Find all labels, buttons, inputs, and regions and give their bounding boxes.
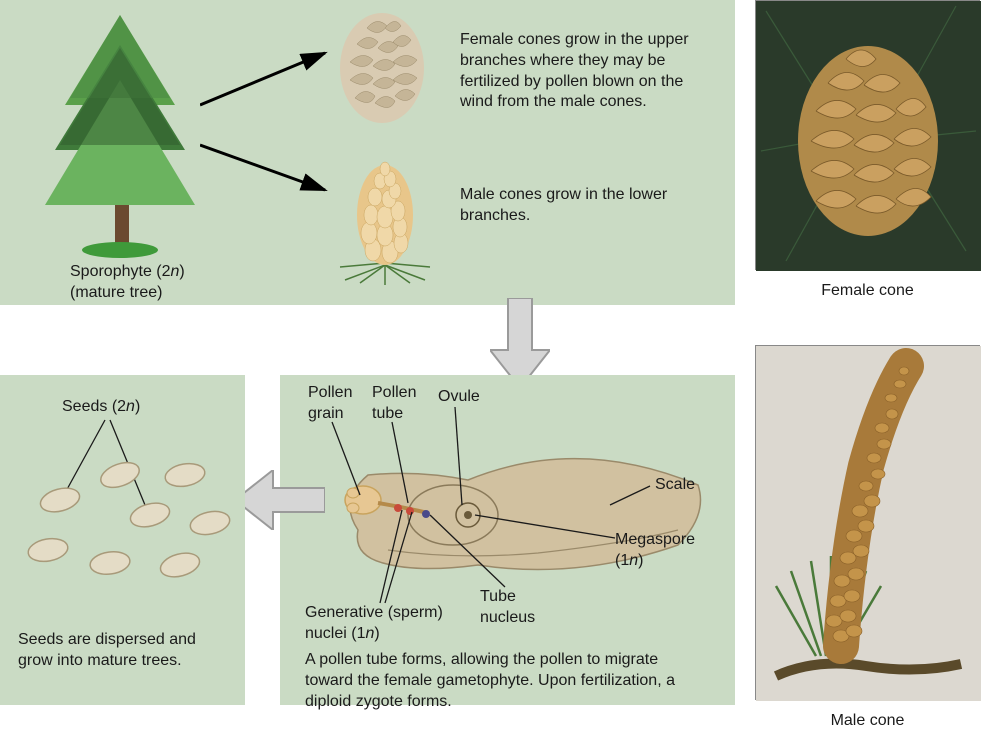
left-arrow-icon bbox=[235, 470, 325, 530]
male-cone-caption: Male cone bbox=[755, 712, 980, 730]
female-cone-caption: Female cone bbox=[755, 282, 980, 300]
panel-scale-caption: A pollen tube forms, allowing the pollen… bbox=[305, 650, 705, 712]
male-cone-icon bbox=[335, 155, 435, 285]
scale-leader-lines-icon bbox=[280, 375, 735, 655]
female-cone-text: Female cones grow in the upper branches … bbox=[460, 30, 710, 113]
pine-tree-icon bbox=[25, 10, 215, 260]
male-cone-photo bbox=[755, 345, 980, 700]
panel-seeds: Seeds (2n) Seeds are dispersed and grow … bbox=[0, 375, 245, 705]
female-cone-icon bbox=[335, 8, 430, 128]
panel-scale: Pollen grain Pollen tube Ovule Scale Meg… bbox=[280, 375, 735, 705]
male-cone-text: Male cones grow in the lower branches. bbox=[460, 185, 670, 227]
panel-top: Sporophyte (2n)(mature tree) Female cone… bbox=[0, 0, 735, 305]
panel-seeds-caption: Seeds are dispersed and grow into mature… bbox=[18, 630, 218, 672]
sporophyte-label: Sporophyte (2n)(mature tree) bbox=[70, 262, 185, 304]
seeds-icon bbox=[10, 415, 235, 605]
female-cone-photo bbox=[755, 0, 980, 270]
